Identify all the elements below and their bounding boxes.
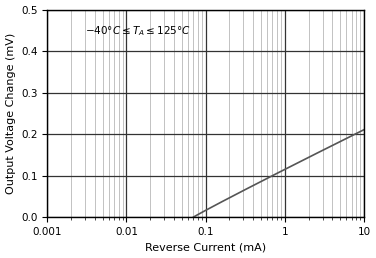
Text: $-40°C \leq T_A \leq 125°C$: $-40°C \leq T_A \leq 125°C$	[85, 25, 191, 38]
X-axis label: Reverse Current (mA): Reverse Current (mA)	[145, 243, 266, 252]
Y-axis label: Output Voltage Change (mV): Output Voltage Change (mV)	[6, 33, 15, 194]
